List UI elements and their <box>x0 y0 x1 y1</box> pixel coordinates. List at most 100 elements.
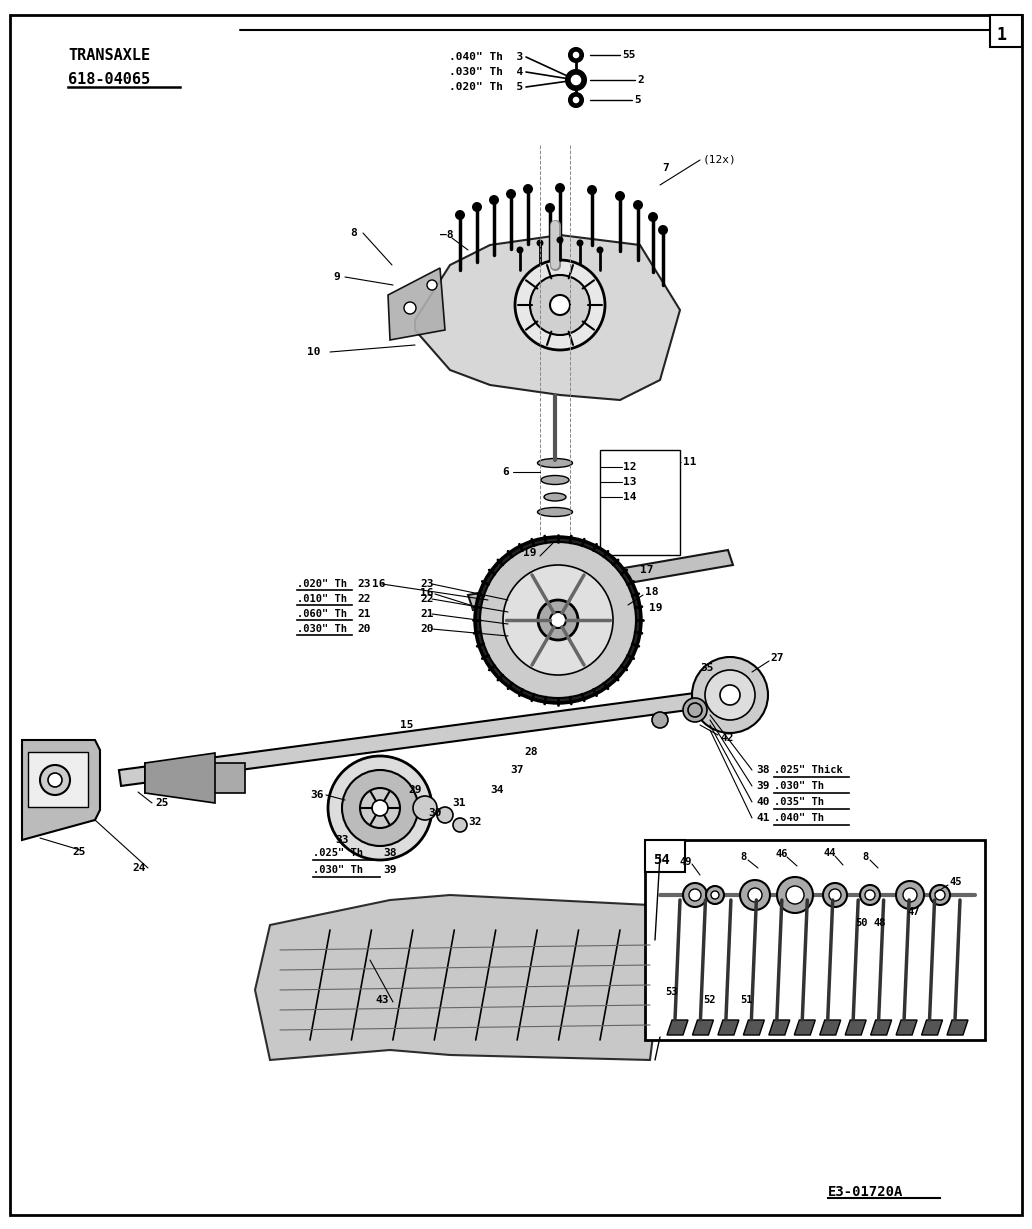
Text: .040" Th  3: .040" Th 3 <box>449 52 523 61</box>
Circle shape <box>572 96 580 104</box>
Polygon shape <box>119 687 741 785</box>
Text: .025" Thick: .025" Thick <box>774 764 843 775</box>
Text: 20: 20 <box>357 624 370 634</box>
Circle shape <box>652 712 668 728</box>
Circle shape <box>683 882 707 907</box>
Ellipse shape <box>544 493 566 501</box>
Circle shape <box>556 236 563 243</box>
Text: 49: 49 <box>680 857 692 866</box>
Text: 2: 2 <box>637 75 644 85</box>
Text: 53: 53 <box>665 987 677 997</box>
Circle shape <box>705 670 755 720</box>
Circle shape <box>860 885 880 905</box>
Circle shape <box>706 886 724 905</box>
Text: TRANSAXLE: TRANSAXLE <box>68 48 150 63</box>
Text: 5: 5 <box>634 95 641 104</box>
Circle shape <box>577 240 583 247</box>
Circle shape <box>360 788 400 828</box>
Polygon shape <box>415 235 680 399</box>
Circle shape <box>372 800 388 816</box>
Text: 33: 33 <box>335 834 349 846</box>
Text: 19: 19 <box>649 603 663 613</box>
Ellipse shape <box>541 476 569 484</box>
Polygon shape <box>692 1020 713 1035</box>
Circle shape <box>530 275 590 336</box>
Text: .030" Th: .030" Th <box>297 624 347 634</box>
Text: —8: —8 <box>440 230 453 240</box>
Text: 1: 1 <box>996 26 1006 44</box>
Polygon shape <box>896 1020 917 1035</box>
Circle shape <box>475 537 641 703</box>
Circle shape <box>516 247 523 253</box>
Text: 22: 22 <box>357 594 370 603</box>
Text: 28: 28 <box>524 747 538 757</box>
Circle shape <box>720 685 740 705</box>
Bar <box>600 450 680 556</box>
Text: .025" Th: .025" Th <box>313 848 363 858</box>
Circle shape <box>427 280 437 290</box>
Text: 16: 16 <box>372 579 386 589</box>
Polygon shape <box>667 1020 688 1035</box>
Circle shape <box>538 600 578 640</box>
Circle shape <box>711 891 719 898</box>
Text: 37: 37 <box>510 764 523 775</box>
Text: 48: 48 <box>874 918 886 928</box>
Text: .060" Th: .060" Th <box>297 610 347 619</box>
Text: 7: 7 <box>662 163 669 173</box>
Text: 29: 29 <box>408 785 421 795</box>
Text: .040" Th: .040" Th <box>774 814 824 823</box>
Text: 8: 8 <box>862 852 868 862</box>
Text: 23: 23 <box>420 579 433 589</box>
Text: 42: 42 <box>720 732 734 744</box>
Circle shape <box>930 885 950 905</box>
Text: 8: 8 <box>740 852 746 862</box>
Circle shape <box>489 195 499 205</box>
Circle shape <box>555 183 565 193</box>
Text: 45: 45 <box>950 878 963 887</box>
Circle shape <box>566 70 586 90</box>
Circle shape <box>49 773 62 787</box>
Circle shape <box>688 703 702 717</box>
Polygon shape <box>255 895 665 1059</box>
Bar <box>645 839 985 1040</box>
Text: 35: 35 <box>700 662 713 673</box>
Circle shape <box>506 189 516 199</box>
Circle shape <box>545 203 555 213</box>
Circle shape <box>569 48 583 61</box>
Text: 55: 55 <box>622 50 636 60</box>
Text: 16: 16 <box>420 587 433 599</box>
Text: 618-04065: 618-04065 <box>68 73 150 87</box>
Text: 36: 36 <box>310 790 323 800</box>
Polygon shape <box>467 551 733 610</box>
Text: 30: 30 <box>428 807 442 819</box>
Text: .020" Th: .020" Th <box>297 579 347 589</box>
Circle shape <box>896 881 924 909</box>
Polygon shape <box>146 763 245 793</box>
Bar <box>28 752 88 807</box>
Text: 13: 13 <box>623 477 637 487</box>
Circle shape <box>480 542 636 698</box>
Text: 41: 41 <box>756 814 770 823</box>
Text: 10: 10 <box>307 347 321 356</box>
Text: 52: 52 <box>703 995 715 1005</box>
Text: 23: 23 <box>357 579 370 589</box>
Text: 32: 32 <box>467 817 482 827</box>
Text: 38: 38 <box>383 848 396 858</box>
Bar <box>645 839 685 873</box>
Circle shape <box>515 261 605 350</box>
Polygon shape <box>146 753 215 803</box>
Circle shape <box>823 882 847 907</box>
Text: 8: 8 <box>350 229 357 238</box>
Polygon shape <box>388 268 445 340</box>
Text: .020" Th  5: .020" Th 5 <box>449 82 523 92</box>
Circle shape <box>777 878 813 913</box>
Circle shape <box>903 889 917 902</box>
Text: 6: 6 <box>502 467 509 477</box>
Bar <box>990 15 1022 47</box>
Text: 21: 21 <box>357 610 370 619</box>
Circle shape <box>550 295 570 315</box>
Polygon shape <box>743 1020 765 1035</box>
Circle shape <box>689 889 701 901</box>
Text: 20: 20 <box>420 624 433 634</box>
Polygon shape <box>795 1020 815 1035</box>
